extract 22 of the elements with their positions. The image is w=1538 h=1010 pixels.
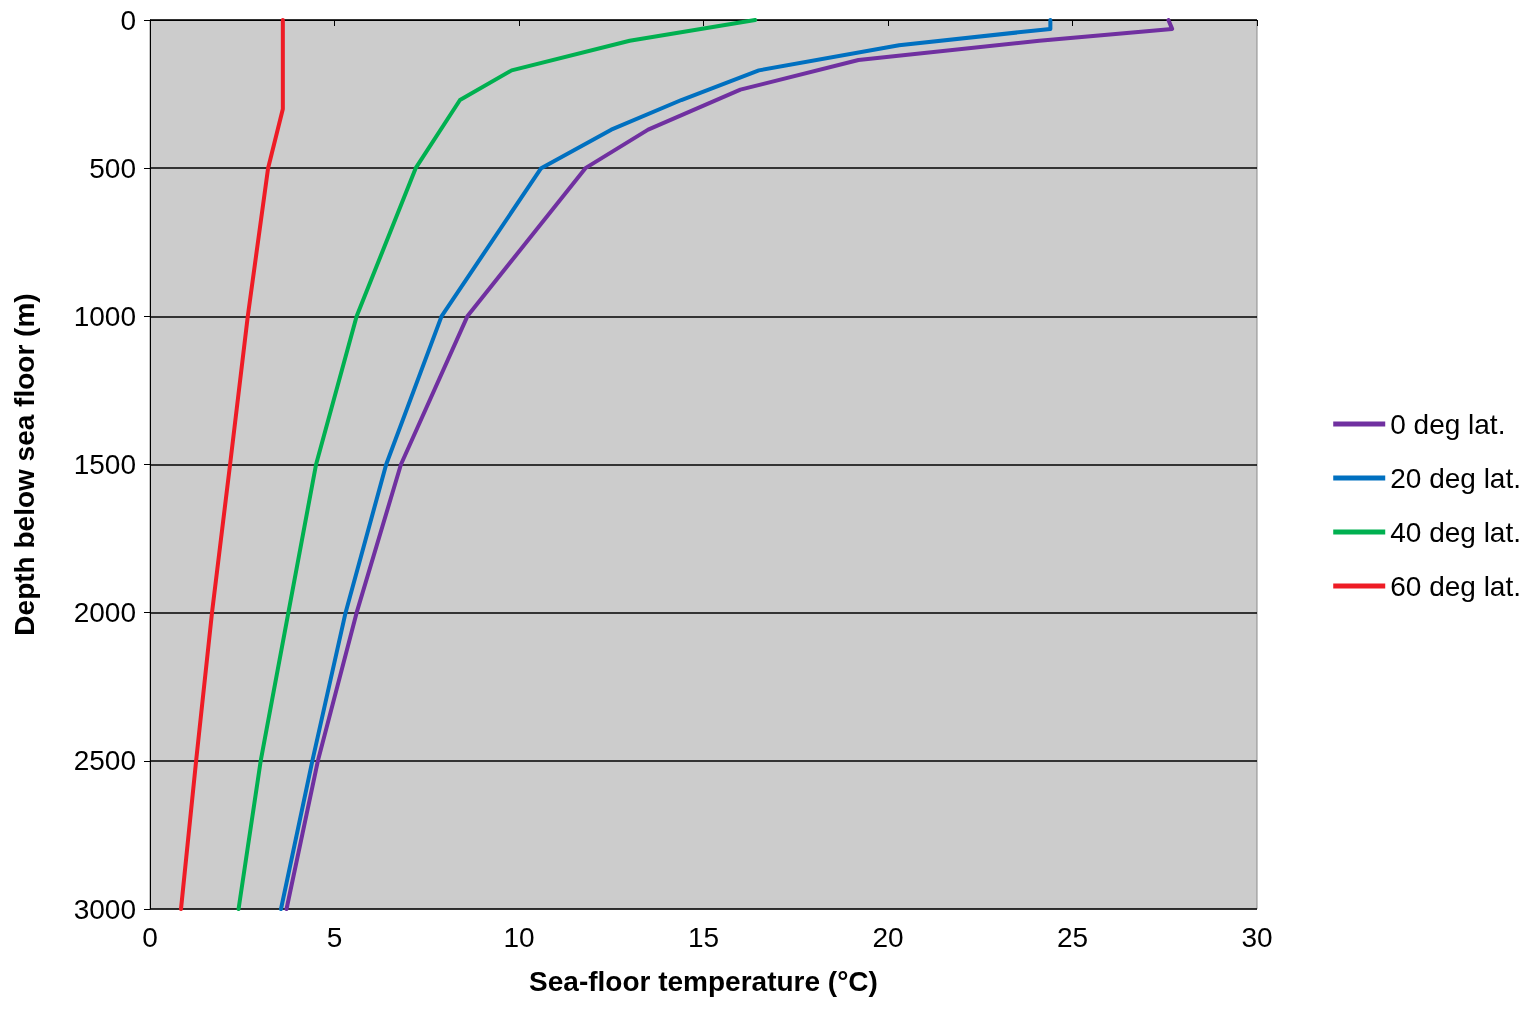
legend-label: 40 deg lat. [1390,516,1522,548]
y-tick-label: 1500 [73,449,136,480]
x-tick-label: 5 [326,921,343,953]
y-tick-label: 500 [89,152,136,184]
y-tick-label: 2500 [73,745,136,777]
x-tick-label: 15 [687,921,720,953]
x-tick-label: 20 [872,921,904,953]
y-tick-label: 2000 [73,597,136,629]
y-tick-label: 0 [120,4,136,36]
line-series [236,18,758,911]
x-tick-label: 0 [142,921,158,953]
x-tick-label: 25 [1056,921,1089,953]
x-tick-label: 10 [503,921,535,953]
legend-label: 20 deg lat. [1390,462,1522,494]
line-series [179,18,285,911]
x-axis-title: Sea-floor temperature (°C) [529,965,878,997]
y-tick-label: 3000 [73,893,136,925]
y-tick-label: 1000 [73,300,136,332]
x-tick-label: 30 [1241,921,1273,953]
y-axis-title: Depth below sea floor (m) [8,293,40,636]
legend-label: 60 deg lat. [1390,570,1522,602]
legend-label: 0 deg lat. [1390,408,1506,440]
